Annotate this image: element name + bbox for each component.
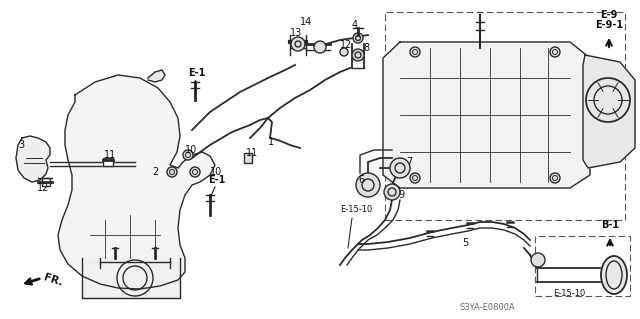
- Circle shape: [183, 150, 193, 160]
- Text: 10: 10: [185, 145, 197, 155]
- Text: E-9: E-9: [600, 10, 618, 20]
- Text: 13: 13: [290, 28, 302, 38]
- Text: 14: 14: [300, 17, 312, 27]
- Circle shape: [353, 33, 363, 43]
- Text: S3YA-E0800A: S3YA-E0800A: [460, 303, 516, 313]
- Text: 10: 10: [210, 167, 222, 177]
- Polygon shape: [82, 258, 180, 298]
- Text: 1: 1: [268, 137, 274, 147]
- Text: 11: 11: [104, 150, 116, 160]
- Text: 8: 8: [363, 43, 369, 53]
- Circle shape: [390, 158, 410, 178]
- Circle shape: [384, 184, 400, 200]
- Text: 4: 4: [352, 20, 358, 30]
- Text: 11: 11: [246, 148, 259, 158]
- Circle shape: [167, 167, 177, 177]
- Bar: [244, 153, 252, 163]
- Text: 12: 12: [340, 40, 353, 50]
- Circle shape: [356, 173, 380, 197]
- Circle shape: [291, 37, 305, 51]
- Bar: [535, 236, 630, 296]
- Text: E-15-10: E-15-10: [340, 205, 372, 214]
- Text: 3: 3: [18, 140, 24, 150]
- Circle shape: [314, 41, 326, 53]
- Circle shape: [550, 47, 560, 57]
- Text: E-15-10: E-15-10: [553, 288, 585, 298]
- Bar: [103, 158, 113, 166]
- Text: E-1: E-1: [188, 68, 205, 78]
- Polygon shape: [148, 70, 165, 82]
- Circle shape: [410, 47, 420, 57]
- Circle shape: [531, 253, 545, 267]
- Circle shape: [340, 48, 348, 56]
- Text: B-1: B-1: [601, 220, 619, 230]
- Circle shape: [352, 49, 364, 61]
- Polygon shape: [383, 42, 590, 188]
- Polygon shape: [58, 75, 215, 289]
- Circle shape: [410, 173, 420, 183]
- Text: 2: 2: [152, 167, 158, 177]
- Text: E-9-1: E-9-1: [595, 20, 623, 30]
- Text: E-1: E-1: [208, 175, 225, 185]
- Circle shape: [190, 167, 200, 177]
- Polygon shape: [583, 55, 635, 168]
- Ellipse shape: [601, 256, 627, 294]
- Circle shape: [550, 173, 560, 183]
- Text: 7: 7: [406, 157, 412, 167]
- Bar: [42, 178, 50, 186]
- Text: 9: 9: [398, 190, 404, 200]
- Text: 5: 5: [462, 238, 468, 248]
- Bar: [385, 12, 625, 220]
- Polygon shape: [16, 136, 50, 182]
- Text: FR.: FR.: [42, 272, 63, 288]
- Text: 12: 12: [37, 183, 49, 193]
- Text: 6: 6: [358, 175, 364, 185]
- Bar: [103, 158, 113, 166]
